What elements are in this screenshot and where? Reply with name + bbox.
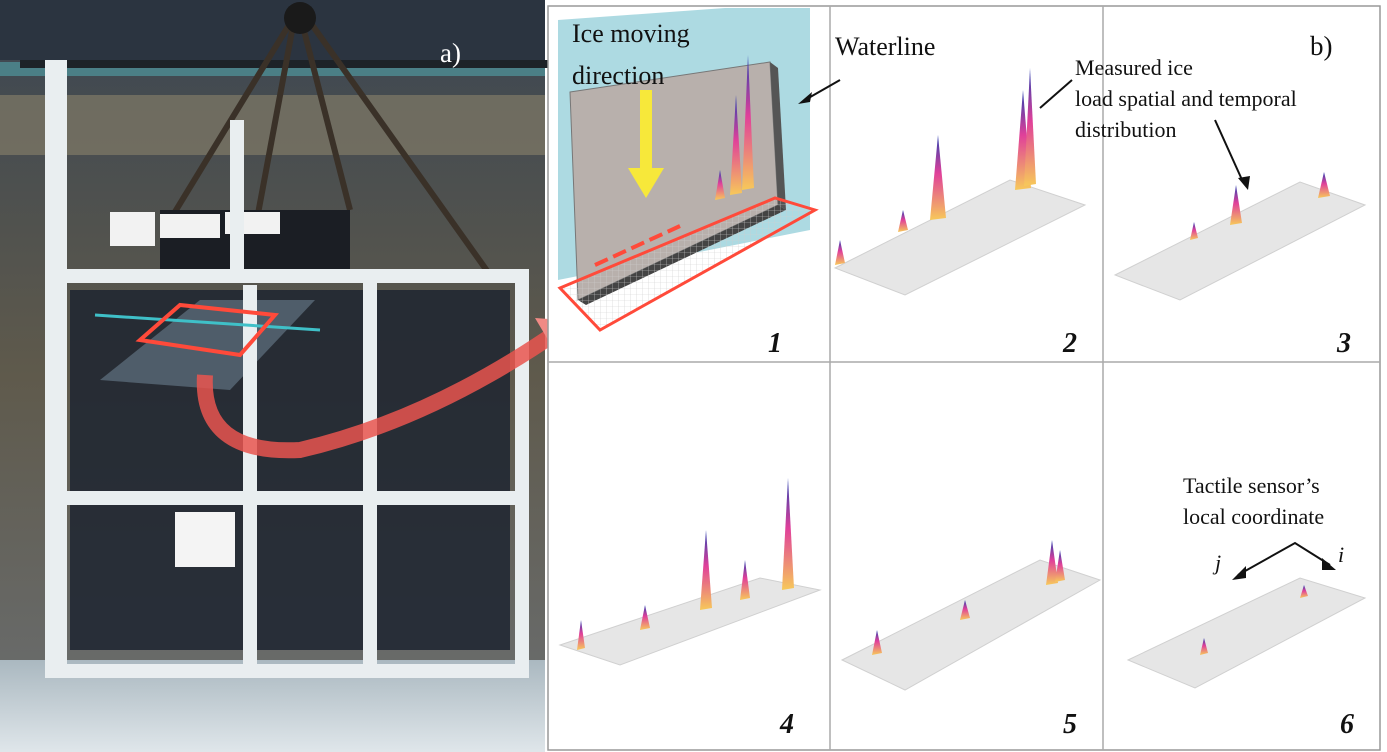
ice-direction: direction bbox=[572, 61, 664, 90]
waterline: Waterline bbox=[835, 32, 935, 61]
panel-number: 2 bbox=[1062, 328, 1077, 359]
panel-number: 4 bbox=[779, 709, 794, 740]
panel-number: 3 bbox=[1336, 328, 1351, 359]
panel-label-b: b) bbox=[1310, 31, 1333, 61]
panel-number: 5 bbox=[1063, 709, 1077, 740]
measured-note: distribution bbox=[1075, 117, 1176, 142]
photo: a) bbox=[0, 0, 590, 752]
measured-note: Measured ice bbox=[1075, 55, 1193, 80]
figure: a) bbox=[0, 0, 1387, 752]
panel-number: 1 bbox=[768, 328, 782, 359]
axis-i: i bbox=[1338, 542, 1344, 567]
sensor-note: local coordinate bbox=[1183, 504, 1324, 529]
panel-number: 6 bbox=[1340, 709, 1354, 740]
measured-note: load spatial and temporal bbox=[1075, 86, 1297, 111]
panel-label-a: a) bbox=[440, 38, 461, 68]
panels: b) Ice moving direction Waterline Measur… bbox=[548, 6, 1380, 750]
sensor-note: Tactile sensor’s bbox=[1183, 473, 1320, 498]
ice-direction: Ice moving bbox=[572, 19, 690, 48]
